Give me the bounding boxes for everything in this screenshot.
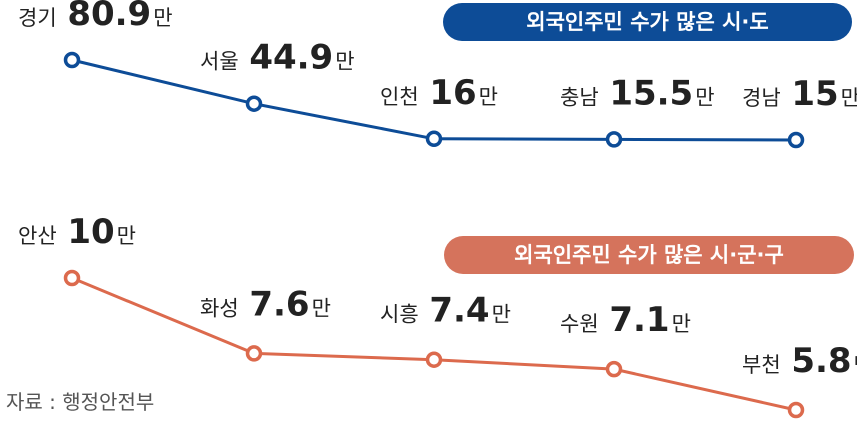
title-badge: [443, 3, 852, 41]
region-name: 안산: [18, 224, 63, 248]
region-name: 인천: [380, 85, 425, 109]
data-value: 7.6: [249, 284, 309, 324]
data-point: [787, 401, 805, 419]
data-point: [425, 130, 443, 148]
unit-label: 만: [117, 224, 136, 248]
data-label: 경기 80.9만: [18, 0, 173, 34]
title-badge: [444, 236, 854, 274]
data-label: 안산 10만: [18, 212, 136, 252]
data-label: 서울 44.9만: [200, 38, 355, 78]
region-name: 경기: [18, 6, 63, 30]
data-point: [787, 131, 805, 149]
unit-label: 만: [695, 85, 714, 109]
data-point: [245, 345, 263, 362]
data-label: 시흥 7.4만: [380, 291, 511, 331]
data-label: 부천 5.8만: [742, 341, 857, 381]
data-point: [425, 351, 443, 368]
unit-label: 만: [312, 296, 331, 320]
data-point: [63, 269, 81, 287]
unit-label: 만: [492, 303, 511, 327]
region-name: 경남: [742, 86, 787, 110]
data-value: 80.9: [67, 0, 151, 34]
data-value: 5.8: [791, 341, 851, 381]
data-point: [605, 131, 623, 148]
data-label: 충남 15.5만: [560, 73, 715, 113]
data-label: 화성 7.6만: [200, 284, 331, 324]
data-point: [605, 360, 623, 378]
data-value: 15: [791, 74, 838, 114]
chart-title: 외국인주민 수가 많은 시·도: [526, 10, 768, 34]
unit-label: 만: [672, 312, 691, 336]
unit-label: 만: [153, 6, 172, 30]
data-value: 16: [429, 73, 476, 113]
region-name: 부천: [742, 353, 787, 377]
region-name: 시흥: [380, 303, 425, 327]
chart-title: 외국인주민 수가 많은 시·군·구: [514, 243, 784, 267]
data-value: 7.1: [609, 300, 669, 340]
unit-label: 만: [479, 85, 498, 109]
unit-label: 만: [854, 353, 857, 377]
data-point: [63, 51, 81, 69]
data-value: 10: [67, 212, 114, 252]
data-label: 경남 15만: [742, 74, 857, 114]
data-value: 15.5: [609, 73, 693, 113]
data-value: 44.9: [249, 38, 333, 78]
region-name: 충남: [560, 85, 605, 109]
unit-label: 만: [335, 50, 354, 74]
data-point: [245, 95, 263, 112]
data-label: 수원 7.1만: [560, 300, 691, 340]
region-name: 화성: [200, 296, 245, 320]
data-label: 인천 16만: [380, 73, 498, 113]
data-value: 7.4: [429, 291, 489, 331]
region-name: 서울: [200, 50, 245, 74]
unit-label: 만: [841, 86, 857, 110]
region-name: 수원: [560, 312, 605, 336]
source-note: 자료 : 행정안전부: [6, 390, 155, 414]
